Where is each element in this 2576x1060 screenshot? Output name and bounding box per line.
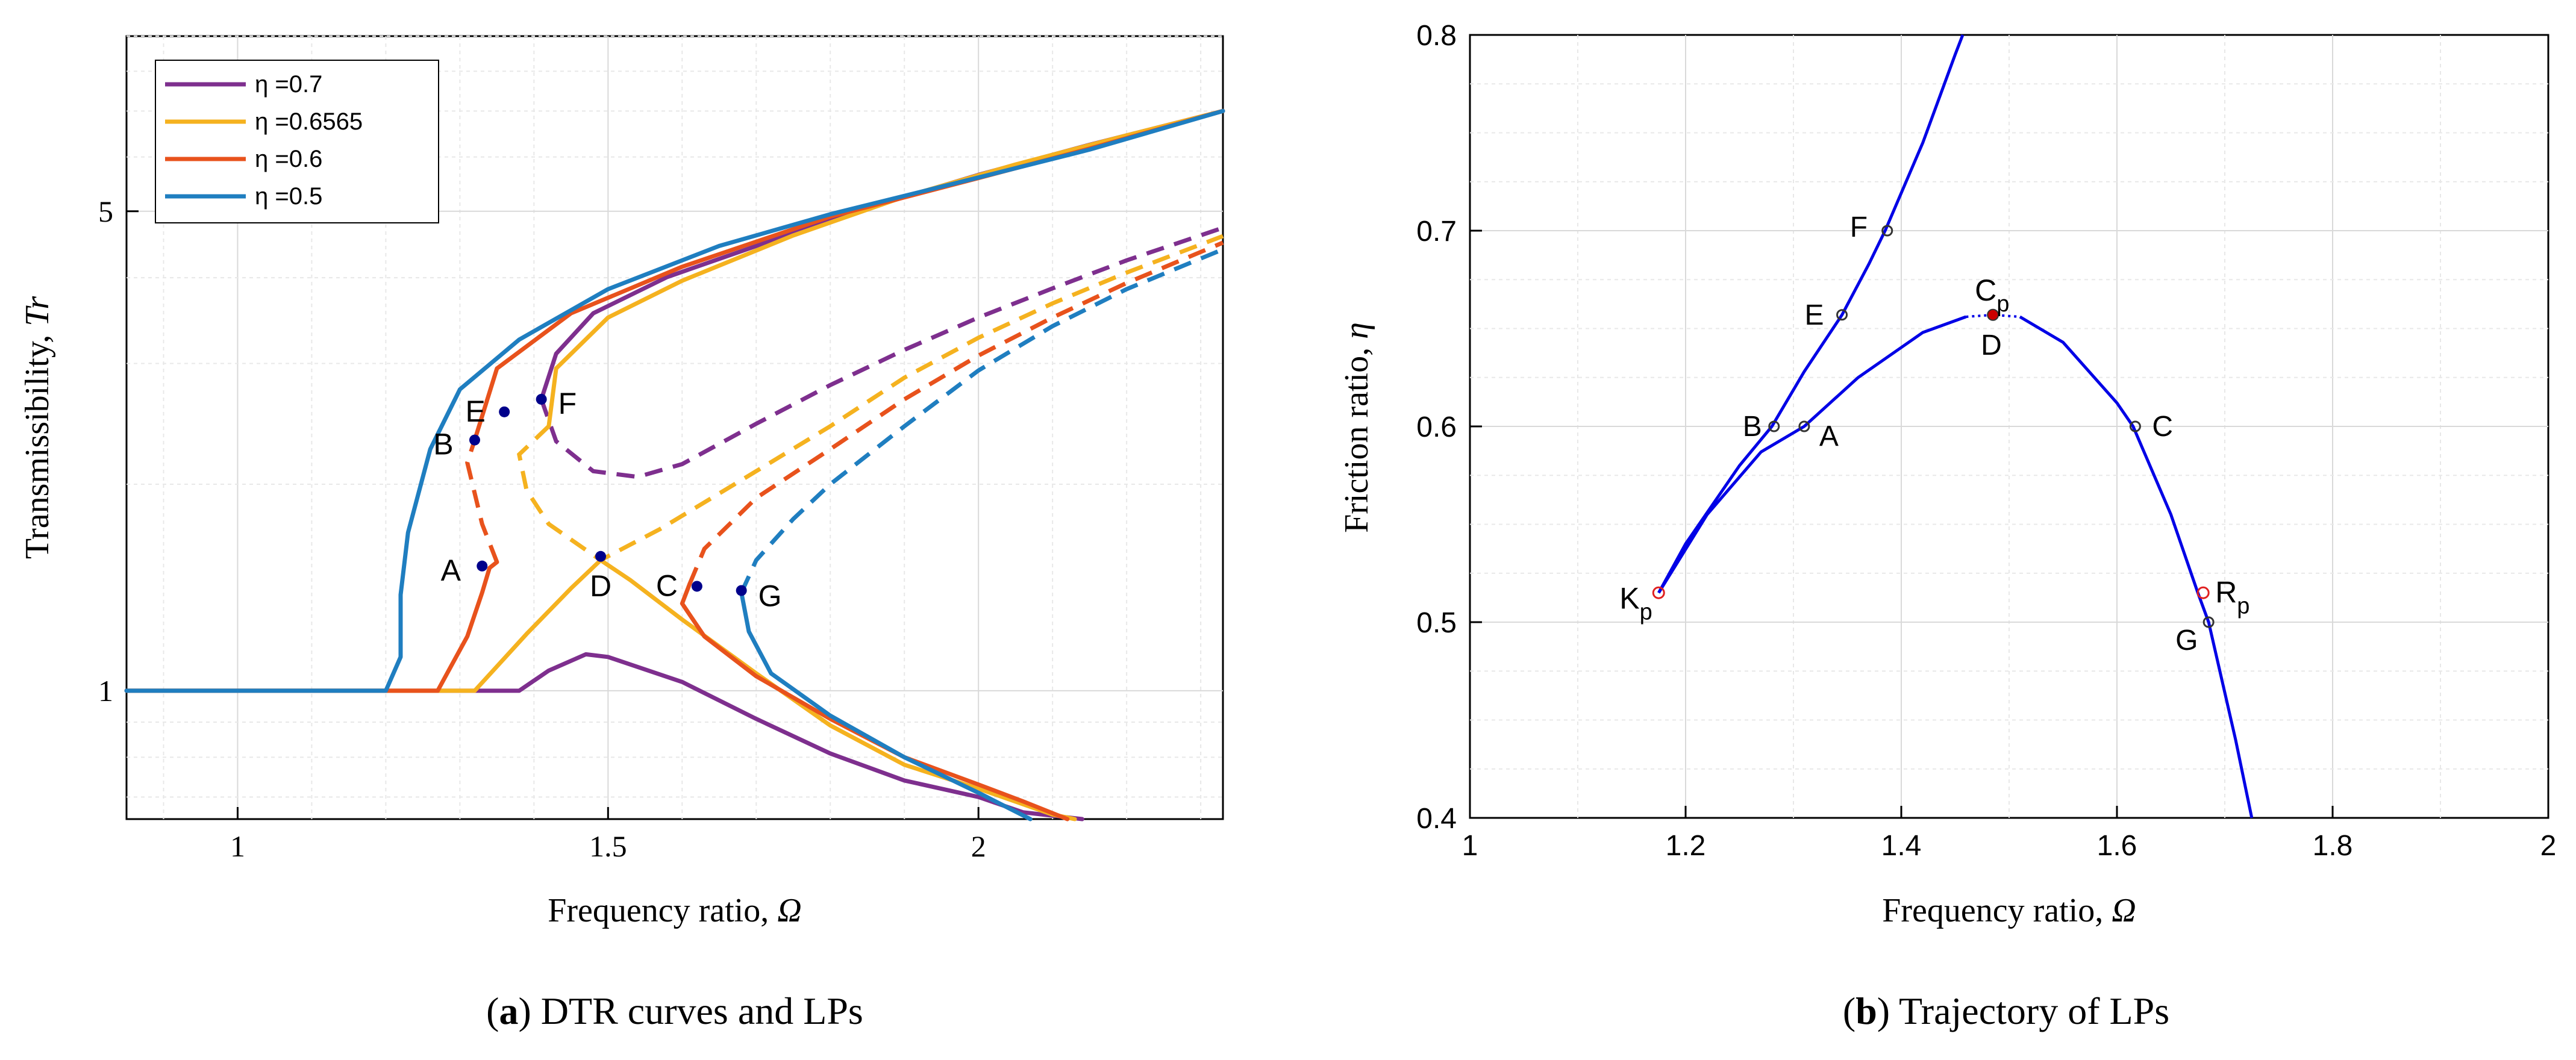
- point-c: [2129, 420, 2141, 432]
- y-tick-label: 0.8: [1416, 20, 1457, 52]
- point-label-d: D: [590, 569, 611, 603]
- legend-label: η =0.6: [255, 146, 322, 172]
- point-label-d: D: [1981, 329, 2002, 361]
- legend-label: η =0.7: [255, 71, 322, 98]
- x-tick-label: 1.6: [2097, 830, 2137, 862]
- panel-b-y-axis-label: Friction ratio, η: [1338, 322, 1375, 533]
- panel-a-points: A B C D E F G: [433, 387, 781, 613]
- point-a: [477, 560, 488, 572]
- series-0.6-unstable-dashed-line: [465, 439, 499, 563]
- point-label-f: F: [558, 387, 577, 420]
- series-0.6565-upper-line: [546, 108, 1225, 429]
- point-label-a: A: [441, 553, 461, 587]
- point-label-f: F: [1850, 211, 1868, 243]
- series-0.6565-unstable-dashed-line: [516, 234, 1224, 563]
- y-tick-label: 0.5: [1416, 607, 1457, 639]
- point-e: [499, 406, 510, 417]
- x-tick-label: 1.8: [2313, 830, 2353, 862]
- y-tick-label: 0.6: [1416, 411, 1457, 443]
- point-a: [1798, 420, 1810, 432]
- legend-label: η =0.5: [255, 183, 322, 210]
- point-label-e: E: [465, 394, 485, 428]
- point-label-b: B: [1743, 411, 1762, 443]
- point-label-c: C: [656, 569, 678, 602]
- series-0.6565-lower-line: [124, 558, 1077, 822]
- point-label-e: E: [1805, 299, 1824, 331]
- point-label-g: G: [2175, 625, 2198, 656]
- series-0.5-lower-line: [124, 108, 1225, 693]
- point-d: [595, 550, 607, 562]
- x-tick-label: 2: [971, 829, 986, 863]
- point-c: [691, 581, 702, 592]
- series-0.5-lower2-line: [739, 590, 1033, 822]
- trajectory-right-branch: [2019, 315, 2254, 818]
- panel-a-legend: η =0.7 η =0.6565 η =0.6 η =0.5: [155, 60, 439, 223]
- panel-b-x-axis-label: Frequency ratio, Ω: [1882, 892, 2136, 929]
- x-tick-label: 2: [2540, 830, 2557, 862]
- y-tick-label: 0.4: [1416, 803, 1457, 835]
- point-label-c: C: [2152, 411, 2173, 443]
- point-kp: [1652, 586, 1665, 599]
- panel-b: 1 1.2 1.4 1.6 1.8 20.40.50.60.70.8 AB CDEFGKpR…: [1338, 20, 2556, 1032]
- panel-b-grid: [1470, 35, 2548, 818]
- point-label-a: A: [1819, 420, 1839, 452]
- x-tick-label: 1.5: [589, 829, 627, 863]
- x-tick-label: 1.4: [1881, 830, 1922, 862]
- panel-a-y-axis-label: Transmissibility, Tr: [19, 296, 56, 559]
- series-0.5-unstable-dashed-line: [739, 247, 1224, 594]
- y-tick-label: 0.7: [1416, 216, 1457, 248]
- trajectory-upper-branch: [1657, 34, 1965, 594]
- point-f: [536, 393, 547, 405]
- point-e: [1836, 309, 1848, 321]
- point-b: [1768, 420, 1780, 432]
- panel-a-caption: (a) DTR curves and LPs: [486, 990, 863, 1032]
- series-0.6-unstable2-dashed-line: [687, 240, 1224, 585]
- point-g: [2202, 616, 2215, 628]
- point-label-g: G: [758, 579, 782, 613]
- panel-a-x-axis-label: Frequency ratio, Ω: [548, 892, 801, 929]
- x-tick-label: 1: [1462, 830, 1478, 862]
- point-label-b: B: [433, 428, 453, 461]
- panel-b-caption: (b) Trajectory of LPs: [1843, 990, 2169, 1032]
- x-tick-label: 1: [230, 829, 245, 863]
- point-rp: [2196, 586, 2210, 599]
- legend-label: η =0.6565: [255, 108, 363, 135]
- point-cp: [1987, 308, 1999, 321]
- series-0.6-lower2-line: [680, 582, 1070, 822]
- y-tick-label: 5: [98, 195, 113, 228]
- trajectory-lower-branch: [1657, 315, 1967, 594]
- point-f: [1881, 225, 1893, 237]
- y-tick-label: 1: [98, 674, 113, 708]
- panel-a-series: [124, 108, 1225, 822]
- x-tick-label: 1.2: [1666, 830, 1706, 862]
- series-0.7-lower-line: [124, 652, 1084, 822]
- panel-b-ticks: 1 1.2 1.4 1.6 1.8 2 0.4 0.5 0.6 0.7 0.8: [1416, 20, 2556, 862]
- panel-a-ticks: 1 1.5 2 1 5: [98, 195, 986, 863]
- point-b: [469, 434, 480, 446]
- panel-b-series: [1657, 34, 2254, 818]
- point-g: [736, 585, 747, 596]
